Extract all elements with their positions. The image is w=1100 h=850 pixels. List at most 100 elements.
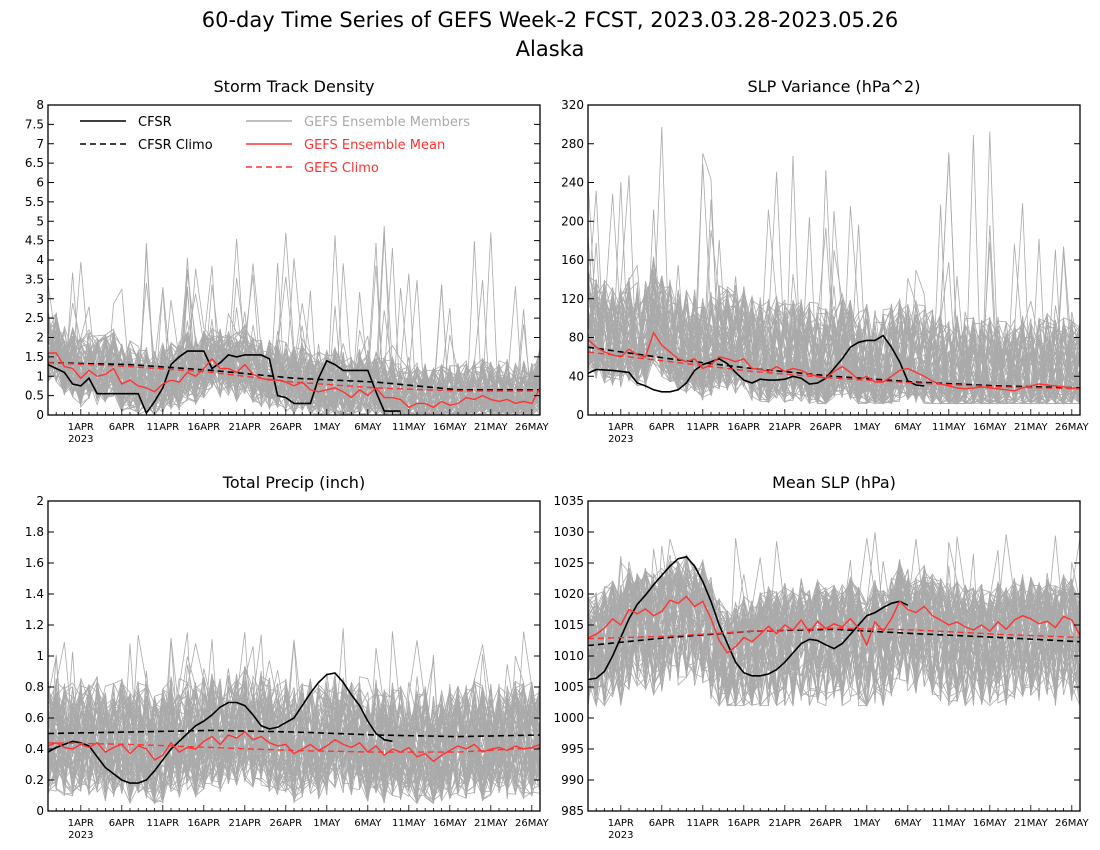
legend-label: GEFS Ensemble Mean: [304, 138, 445, 153]
figure-subtitle: Alaska: [516, 37, 585, 61]
ensemble-member-line: [588, 131, 1080, 405]
ensemble-member-line: [48, 678, 540, 793]
y-tick-label: 0.2: [25, 773, 44, 787]
x-tick-label: 21APR: [769, 818, 802, 829]
x-tick-label: 1APR: [68, 422, 94, 433]
x-tick-label: 16APR: [728, 422, 761, 433]
ensemble-member-line: [588, 291, 1080, 404]
y-tick-label: 5.5: [25, 195, 44, 209]
y-tick-label: 0: [36, 408, 44, 422]
chart-panel-1: Storm Track Density 0 0.5 1 1.5 2 2.5 3 3.5 4 4.5 5…: [25, 77, 550, 445]
series-cfsr: [588, 334, 925, 393]
y-tick-label: 0: [576, 408, 584, 422]
legend: CFSR CFSR Climo GEFS Ensemble Members GEFS …: [80, 115, 470, 176]
y-tick-label: 1.4: [25, 587, 44, 601]
x-tick-label: 1APR: [608, 818, 634, 829]
ensemble-member-line: [588, 550, 1080, 707]
y-tick-label: 1.2: [25, 618, 44, 632]
x-tick-label: 11APR: [687, 422, 720, 433]
ensemble-member-line: [48, 678, 540, 802]
x-tick-label: 11MAY: [392, 422, 426, 433]
y-tick-label: 1030: [553, 525, 584, 539]
series-cfsr: [588, 555, 909, 681]
chart-title: Total Precip (inch): [222, 473, 365, 492]
x-year-label: 2023: [68, 434, 93, 445]
x-tick-label: 21APR: [229, 422, 262, 433]
y-tick-label: 2.5: [25, 311, 44, 325]
x-tick-label: 1MAY: [313, 422, 341, 433]
y-tick-label: 1: [36, 649, 44, 663]
y-tick-label: 120: [561, 292, 584, 306]
chart-panel-4: Mean SLP (hPa) 985 990 995 1000 1005 1010 1015 1…: [553, 473, 1089, 841]
x-tick-label: 16APR: [188, 422, 221, 433]
chart-panels: Storm Track Density 0 0.5 1 1.5 2 2.5 3 3.5 4 4.5 5…: [25, 77, 1090, 841]
legend-label: CFSR Climo: [138, 138, 213, 153]
y-tick-label: 7.5: [25, 117, 44, 131]
ensemble-members: [588, 532, 1080, 708]
ensemble-member-line: [48, 242, 540, 415]
x-tick-label: 26MAY: [515, 422, 549, 433]
series-gefs-climo: [588, 351, 1080, 390]
y-tick-label: 4.5: [25, 234, 44, 248]
figure-title: 60-day Time Series of GEFS Week-2 FCST, …: [202, 8, 899, 32]
x-tick-label: 26MAY: [1055, 422, 1089, 433]
series-cfsr-climo: [588, 628, 1080, 647]
x-tick-label: 1APR: [608, 422, 634, 433]
y-tick-label: 240: [561, 176, 584, 190]
y-tick-label: 2: [36, 331, 44, 345]
y-tick-label: 1020: [553, 587, 584, 601]
x-tick-label: 21MAY: [474, 422, 508, 433]
y-tick-label: 0.5: [25, 389, 44, 403]
x-tick-label: 6APR: [109, 422, 135, 433]
x-tick-label: 6MAY: [894, 422, 922, 433]
x-tick-label: 6APR: [649, 818, 675, 829]
ensemble-member-line: [48, 678, 540, 801]
ensemble-member-line: [48, 670, 540, 797]
x-year-label: 2023: [68, 830, 93, 841]
ensemble-member-line: [588, 279, 1080, 404]
x-tick-label: 11MAY: [932, 818, 966, 829]
ensemble-member-line: [588, 554, 1080, 706]
x-tick-label: 21APR: [229, 818, 262, 829]
x-tick-label: 6APR: [109, 818, 135, 829]
x-tick-label: 26APR: [270, 422, 303, 433]
ensemble-member-line: [48, 280, 540, 415]
chart-title: SLP Variance (hPa^2): [748, 77, 921, 96]
y-tick-label: 0.8: [25, 680, 44, 694]
y-tick-label: 80: [569, 331, 584, 345]
plot-area: [48, 226, 540, 415]
ensemble-member-line: [588, 562, 1080, 706]
y-tick-label: 6: [36, 176, 44, 190]
x-tick-label: 16MAY: [973, 422, 1007, 433]
ensemble-member-line: [588, 561, 1080, 707]
y-tick-label: 0.4: [25, 742, 44, 756]
x-tick-label: 1APR: [68, 818, 94, 829]
chart-title: Mean SLP (hPa): [772, 473, 896, 492]
ensemble-member-line: [48, 670, 540, 799]
legend-label: CFSR: [138, 115, 172, 130]
ensemble-member-line: [48, 328, 540, 415]
ensemble-member-line: [588, 570, 1080, 706]
x-tick-label: 11MAY: [932, 422, 966, 433]
x-tick-label: 11APR: [687, 818, 720, 829]
y-tick-label: 1025: [553, 556, 584, 570]
y-tick-label: 1035: [553, 494, 584, 508]
x-tick-label: 11APR: [147, 422, 180, 433]
x-tick-label: 6MAY: [354, 818, 382, 829]
series-gefs-climo: [48, 362, 540, 392]
y-tick-label: 3: [36, 292, 44, 306]
x-year-label: 2023: [608, 830, 633, 841]
x-tick-label: 21MAY: [1014, 818, 1048, 829]
ensemble-member-line: [48, 681, 540, 804]
x-tick-label: 16MAY: [433, 422, 467, 433]
y-tick-label: 990: [561, 773, 584, 787]
x-year-label: 2023: [608, 434, 633, 445]
series-cfsr-climo: [588, 346, 1080, 389]
x-tick-label: 16APR: [728, 818, 761, 829]
ensemble-members: [48, 628, 540, 805]
y-tick-label: 40: [569, 369, 584, 383]
x-tick-label: 11APR: [147, 818, 180, 829]
x-tick-label: 16APR: [188, 818, 221, 829]
series-gefs-ensemble-mean: [48, 352, 540, 409]
x-tick-label: 11MAY: [392, 818, 426, 829]
